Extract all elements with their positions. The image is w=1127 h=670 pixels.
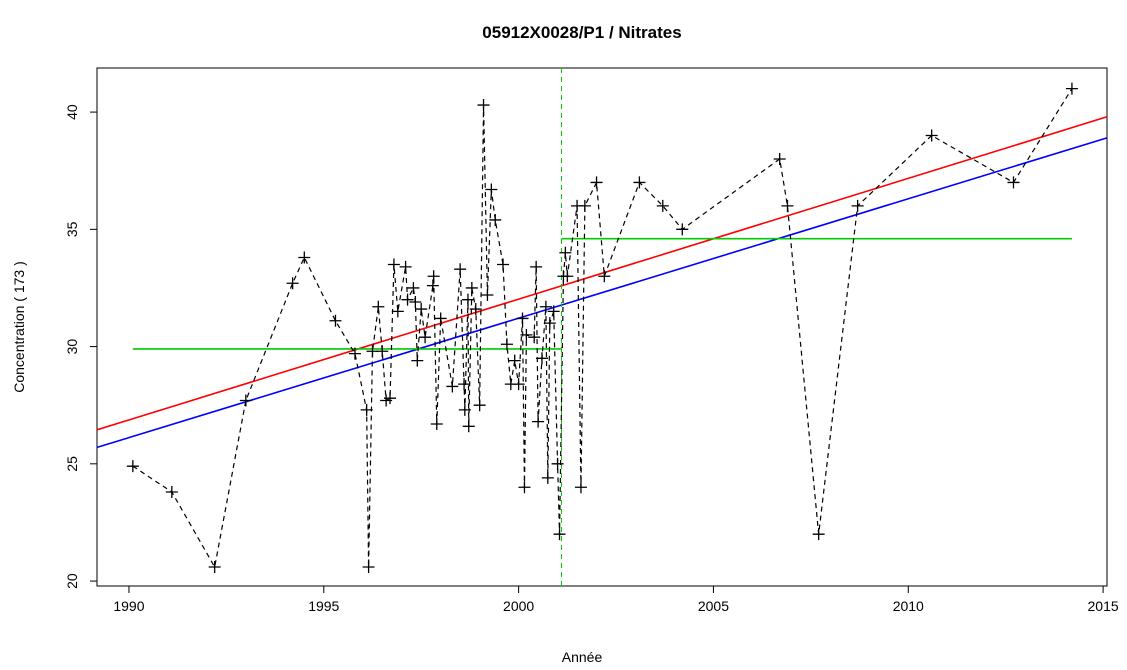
data-point	[676, 223, 689, 236]
data-point	[812, 528, 825, 541]
y-tick-label: 30	[64, 339, 80, 355]
data-point	[458, 378, 471, 391]
data-point	[348, 347, 361, 360]
data-point	[362, 561, 375, 574]
plot-frame	[96, 67, 1108, 587]
data-point	[376, 345, 389, 358]
data-point	[387, 258, 400, 271]
data-point	[1065, 82, 1078, 95]
data-point	[419, 331, 432, 344]
data-point	[208, 561, 221, 574]
data-point	[590, 176, 603, 189]
data-point	[473, 399, 486, 412]
y-tick-label: 20	[64, 573, 80, 589]
data-point	[539, 300, 552, 313]
data-point	[561, 270, 574, 283]
y-axis-label: Concentration ( 173 )	[11, 261, 27, 393]
data-point	[489, 213, 502, 226]
data-point	[399, 260, 412, 273]
data-point	[454, 263, 467, 276]
data-point	[574, 481, 587, 494]
x-tick-label: 2015	[1088, 598, 1119, 614]
data-point	[401, 293, 414, 306]
connecting-line	[132, 88, 1073, 569]
data-point	[516, 312, 529, 325]
data-point	[559, 246, 572, 259]
data-point	[360, 403, 373, 416]
data-point	[497, 258, 510, 271]
data-point	[520, 328, 533, 341]
y-tick-label: 35	[64, 221, 80, 237]
data-point	[298, 251, 311, 264]
x-axis-label: Année	[562, 649, 603, 665]
data-point	[391, 305, 404, 318]
data-point	[372, 300, 385, 313]
data-point	[126, 460, 139, 473]
trend-line	[96, 116, 1108, 431]
data-point	[500, 338, 513, 351]
x-tick-label: 2000	[503, 598, 534, 614]
data-point	[477, 99, 490, 112]
data-point	[532, 415, 545, 428]
data-point	[656, 199, 669, 212]
data-point	[578, 199, 591, 212]
x-tick-label: 1995	[308, 598, 339, 614]
x-tick-label: 1990	[113, 598, 144, 614]
data-point	[541, 471, 554, 484]
data-point	[851, 199, 864, 212]
data-point	[239, 394, 252, 407]
data-point	[329, 314, 342, 327]
data-point	[430, 417, 443, 430]
data-point	[426, 279, 439, 292]
data-point	[165, 485, 178, 498]
data-point	[411, 354, 424, 367]
data-point	[461, 293, 474, 306]
data-point	[465, 281, 478, 294]
data-point	[446, 380, 459, 393]
data-point	[286, 277, 299, 290]
y-tick-label: 40	[64, 104, 80, 120]
data-point	[553, 528, 566, 541]
data-point	[528, 331, 541, 344]
y-tick-label: 25	[64, 456, 80, 472]
data-point	[409, 296, 422, 309]
data-point	[481, 288, 494, 301]
data-point	[512, 378, 525, 391]
data-point	[633, 176, 646, 189]
data-point	[407, 281, 420, 294]
data-point	[518, 481, 531, 494]
chart-title: 05912X0028/P1 / Nitrates	[482, 23, 681, 42]
data-point	[535, 352, 548, 365]
data-point	[469, 303, 482, 316]
data-point	[427, 270, 440, 283]
data-point	[781, 199, 794, 212]
x-tick-label: 2005	[698, 598, 729, 614]
data-point	[547, 305, 560, 318]
trend-line	[96, 137, 1108, 449]
data-point	[543, 317, 556, 330]
x-tick-label: 2010	[893, 598, 924, 614]
data-point	[415, 303, 428, 316]
data-point	[434, 312, 447, 325]
data-point	[530, 260, 543, 273]
data-point	[551, 457, 564, 470]
data-point	[384, 392, 397, 405]
data-point	[485, 183, 498, 196]
data-point	[598, 270, 611, 283]
data-point	[508, 354, 521, 367]
data-point	[1007, 176, 1020, 189]
data-point	[458, 403, 471, 416]
data-point	[462, 420, 475, 433]
data-point	[925, 129, 938, 142]
data-point	[773, 152, 786, 165]
